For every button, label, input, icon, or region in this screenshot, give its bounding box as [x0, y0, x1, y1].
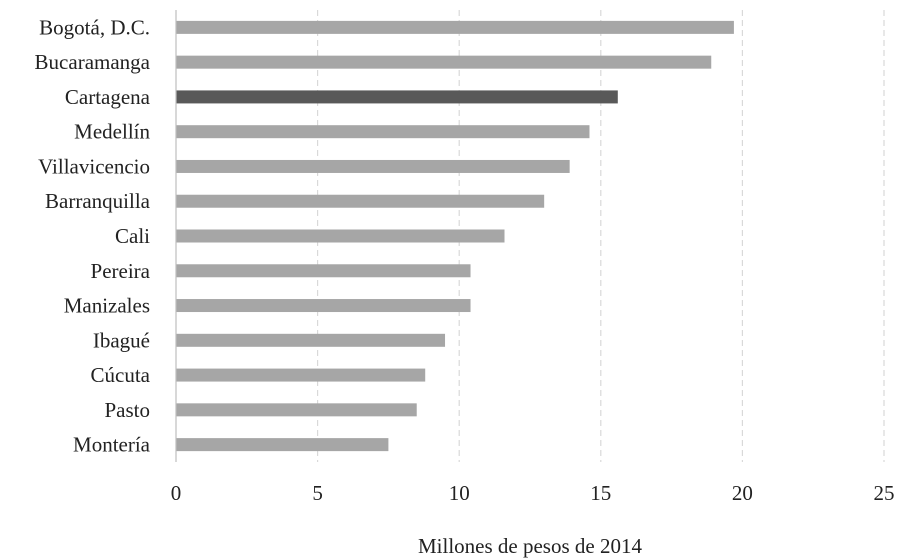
x-axis-title: Millones de pesos de 2014	[418, 534, 642, 558]
x-tick-label: 5	[312, 481, 323, 505]
bar	[176, 194, 545, 208]
category-label: Pasto	[104, 398, 150, 422]
x-tick-labels: 0 5 10 15 20 25	[171, 481, 895, 505]
x-tick-label: 10	[449, 481, 470, 505]
category-label: Cali	[115, 224, 150, 248]
bar	[176, 438, 389, 452]
bar	[176, 20, 734, 34]
category-label: Manizales	[64, 294, 150, 318]
category-label: Barranquilla	[45, 189, 151, 213]
bar	[176, 333, 446, 347]
category-label: Cartagena	[65, 85, 151, 109]
x-tick-label: 0	[171, 481, 182, 505]
category-labels: Bogotá, D.C. Bucaramanga Cartagena Medellín…	[35, 15, 151, 456]
bars	[176, 20, 734, 452]
category-label: Medellín	[74, 120, 150, 144]
bar	[176, 264, 471, 278]
bar	[176, 55, 712, 69]
bar	[176, 159, 570, 173]
category-label: Ibagué	[93, 328, 150, 352]
bar	[176, 403, 417, 417]
x-tick-label: 15	[590, 481, 611, 505]
category-label: Bucaramanga	[35, 50, 151, 74]
bar	[176, 299, 471, 313]
x-tick-label: 25	[874, 481, 895, 505]
category-label: Cúcuta	[91, 363, 151, 387]
category-label: Bogotá, D.C.	[39, 15, 150, 39]
x-tick-label: 20	[732, 481, 753, 505]
bar	[176, 90, 618, 104]
bar	[176, 368, 426, 382]
category-label: Pereira	[91, 259, 151, 283]
bar	[176, 229, 505, 243]
category-label: Montería	[73, 433, 151, 457]
bar	[176, 125, 590, 139]
category-label: Villavicencio	[38, 154, 150, 178]
